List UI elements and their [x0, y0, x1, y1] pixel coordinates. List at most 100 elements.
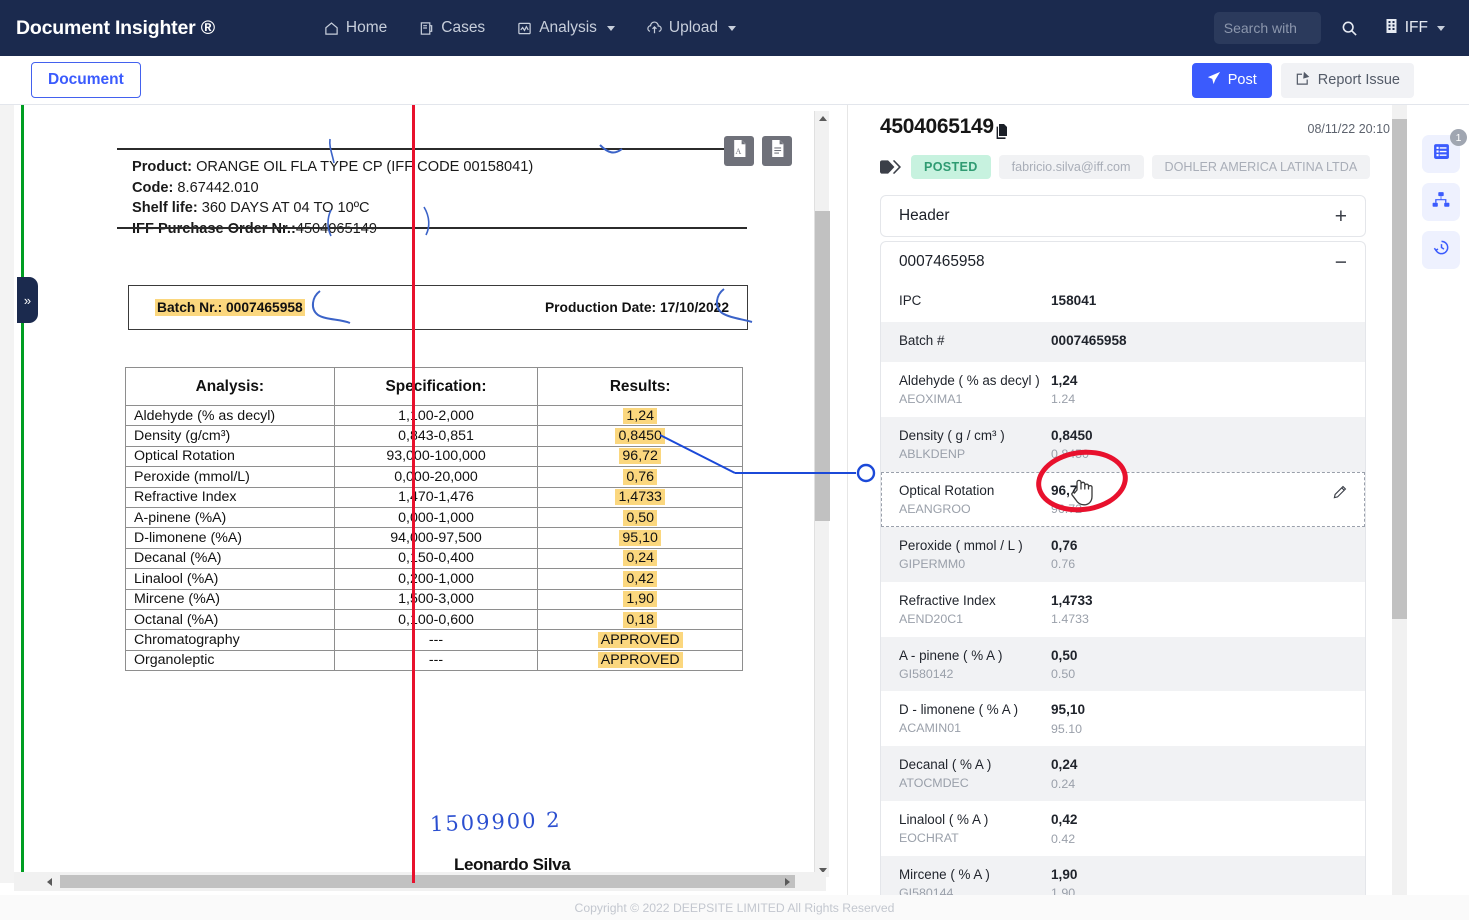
analysis-cell: Organoleptic: [125, 649, 335, 672]
download-text-button[interactable]: [762, 136, 792, 166]
field-value[interactable]: 1,4733: [1051, 592, 1093, 608]
search-icon[interactable]: [1331, 16, 1368, 41]
post-button[interactable]: Post: [1191, 62, 1272, 98]
field-value[interactable]: 0,24: [1051, 757, 1078, 773]
field-value[interactable]: 0,76: [1051, 537, 1078, 553]
document-vscroll-thumb[interactable]: [815, 211, 830, 521]
field-label: Aldehyde ( % as decyl ): [899, 373, 1040, 388]
analysis-th-2: Results:: [537, 367, 743, 406]
field-label: A - pinene ( % A ): [899, 647, 1003, 663]
rail-history-button[interactable]: [1422, 231, 1460, 269]
pencil-icon[interactable]: [1333, 485, 1347, 504]
analysis-cell: Density (g/cm³): [125, 425, 335, 447]
field-value[interactable]: 1,90: [1051, 867, 1078, 883]
scroll-up-arrow[interactable]: [815, 111, 830, 125]
field-row[interactable]: D - limonene ( % A ) ACAMIN01 95,10 95.10: [881, 691, 1365, 746]
field-row[interactable]: Peroxide ( mmol / L ) GIPERMM0 0,76 0.76: [881, 526, 1365, 582]
panel-collapse-toggle[interactable]: »: [17, 277, 38, 323]
field-value[interactable]: 0,50: [1051, 647, 1078, 663]
upload-icon: [647, 20, 662, 36]
nav-item-cases-label: Cases: [441, 19, 486, 36]
field-row[interactable]: Batch # 0007465958: [881, 322, 1365, 362]
field-row[interactable]: Optical Rotation AEANGROO 96,72 96.72: [881, 471, 1365, 527]
field-value[interactable]: 95,10: [1051, 702, 1086, 718]
document-hscroll-thumb[interactable]: [60, 875, 795, 888]
field-key: Decanal ( % A ) ATOCMDEC: [899, 755, 1051, 793]
field-row[interactable]: Decanal ( % A ) ATOCMDEC 0,24 0.24: [881, 746, 1365, 802]
field-value[interactable]: 96,72: [1051, 482, 1086, 498]
rail-hierarchy-button[interactable]: [1422, 183, 1460, 221]
nav-item-home-label: Home: [345, 19, 388, 36]
list-clipboard-icon: [1433, 143, 1450, 165]
page-margin-guide-green: [21, 105, 24, 883]
nav-item-analysis[interactable]: Analysis: [501, 13, 631, 43]
field-row[interactable]: Density ( g / cm³ ) ABLKDENP 0,8450 0.8450: [881, 416, 1365, 472]
po-value: 4504065149: [295, 221, 377, 238]
field-value[interactable]: 0,8450: [1051, 427, 1093, 443]
analysis-result-highlight: 0,24: [623, 550, 657, 567]
field-row[interactable]: Linalool ( % A ) EOCHRAT 0,42 0.42: [881, 801, 1365, 856]
document-viewer: A: [0, 105, 836, 895]
app-brand: Document Insighter ®: [16, 16, 215, 39]
post-button-label: Post: [1227, 72, 1257, 88]
analysis-cell: 0,200-1,000: [333, 568, 539, 590]
panel-vertical-scrollbar[interactable]: [1392, 105, 1407, 895]
field-row[interactable]: Refractive Index AEND20C1 1,4733 1.4733: [881, 582, 1365, 637]
analysis-cell: 0,100-0,600: [333, 608, 539, 631]
analysis-cell: 0,150-0,400: [333, 547, 539, 570]
page-footer: Copyright © 2022 DEEPSITE LIMITED All Ri…: [0, 895, 1469, 920]
document-horizontal-scrollbar[interactable]: [14, 872, 826, 891]
stamp-receiver-name: Leonardo Silva: [454, 855, 571, 874]
field-code: AEANGROO: [899, 501, 971, 516]
expand-icon[interactable]: +: [1334, 204, 1347, 228]
report-issue-button[interactable]: Report Issue: [1280, 62, 1414, 98]
analysis-result-highlight: 0,18: [623, 611, 657, 628]
field-raw-value: 1.24: [1051, 392, 1076, 407]
download-pdf-button[interactable]: A: [724, 136, 754, 166]
field-label: Optical Rotation: [899, 482, 995, 498]
section-batch-toggle[interactable]: 0007465958 −: [881, 242, 1365, 282]
analysis-th-0: Analysis:: [125, 367, 335, 406]
field-row[interactable]: IPC 158041: [881, 282, 1365, 322]
analysis-row: Linalool (%A) 0,200-1,000 0,42: [125, 568, 743, 590]
analysis-cell: 0,18: [537, 608, 743, 631]
field-row[interactable]: Mircene ( % A ) GI580144 1,90 1.90: [881, 856, 1365, 895]
field-label: Mircene ( % A ): [899, 867, 990, 883]
nav-item-home[interactable]: Home: [308, 13, 403, 43]
field-value[interactable]: 158041: [1051, 293, 1097, 308]
rail-fields-button[interactable]: 1: [1422, 129, 1467, 173]
field-value[interactable]: 1,24: [1051, 373, 1078, 388]
building-icon: [1384, 18, 1399, 39]
field-value[interactable]: 0007465958: [1051, 333, 1127, 348]
scroll-right-arrow[interactable]: [778, 872, 796, 891]
field-value[interactable]: 0,42: [1051, 812, 1078, 828]
section-header-toggle[interactable]: Header +: [881, 196, 1365, 236]
nav-item-cases[interactable]: Cases: [403, 13, 501, 43]
scroll-left-arrow[interactable]: [40, 872, 58, 891]
field-raw-value: 0.42: [1051, 831, 1076, 846]
field-code: AEOXIMA1: [899, 392, 963, 407]
document-vertical-scrollbar[interactable]: [814, 111, 830, 877]
analysis-cell: Aldehyde (% as decyl): [125, 404, 335, 427]
field-row[interactable]: A - pinene ( % A ) GI580142 0,50 0.50: [881, 636, 1365, 692]
scroll-down-arrow[interactable]: [815, 863, 830, 877]
tab-document[interactable]: Document: [31, 62, 141, 98]
analysis-table-header-row: Analysis: Specification: Results:: [125, 367, 743, 406]
search-input[interactable]: [1213, 12, 1321, 44]
analysis-row: Refractive Index 1,470-1,476 1,4733: [125, 486, 743, 508]
field-value-group: 0,76 0.76: [1051, 536, 1077, 574]
collapse-icon[interactable]: −: [1334, 250, 1347, 274]
field-key: A - pinene ( % A ) GI580142: [899, 646, 1051, 684]
field-row[interactable]: Aldehyde ( % as decyl ) AEOXIMA1 1,24 1.24: [881, 362, 1365, 417]
panel-vscroll-thumb[interactable]: [1392, 119, 1407, 619]
org-switcher[interactable]: IFF: [1378, 14, 1451, 43]
field-value-group: 1,24 1.24: [1051, 371, 1077, 409]
field-value-group: 0007465958: [1051, 331, 1127, 354]
analysis-result-highlight: 96,72: [619, 448, 661, 465]
nav-item-upload[interactable]: Upload: [631, 13, 752, 43]
analysis-result-highlight: 0,76: [623, 468, 657, 485]
field-label: Density ( g / cm³ ): [899, 427, 1005, 443]
handwritten-number: 1509900 2: [429, 807, 562, 837]
copy-icon[interactable]: [996, 124, 1009, 139]
home-icon: [324, 21, 339, 36]
